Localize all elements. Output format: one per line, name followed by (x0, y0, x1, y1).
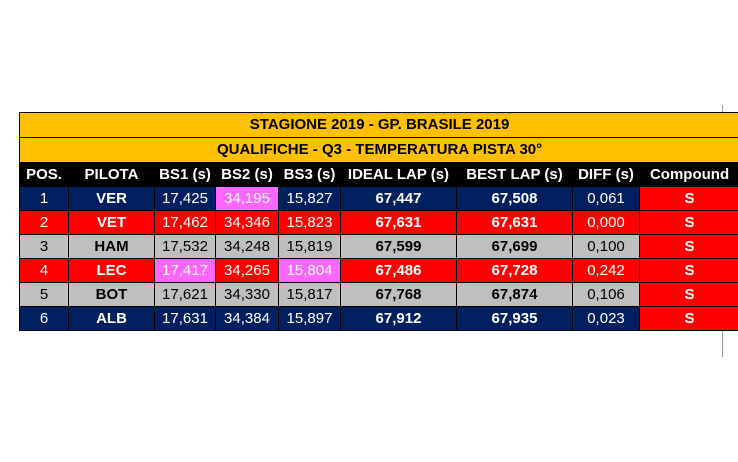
cell-pilot: BOT (68, 282, 155, 307)
table-row: 4 LEC 17,417 34,265 15,804 67,486 67,728… (19, 258, 738, 283)
cell-ideal-lap: 67,768 (340, 282, 457, 307)
cell-diff: 0,000 (572, 210, 640, 235)
cell-bs1: 17,631 (154, 306, 216, 331)
cell-bs3: 15,804 (278, 258, 341, 283)
cell-ideal-lap: 67,447 (340, 186, 457, 211)
cell-pos: 4 (19, 258, 69, 283)
cell-compound: S (638, 282, 738, 307)
table-title: STAGIONE 2019 - GP. BRASILE 2019 (18, 112, 738, 138)
cell-best-lap: 67,935 (456, 306, 573, 331)
cell-pos: 5 (19, 282, 69, 307)
cell-compound: S (638, 186, 738, 211)
cell-compound: S (638, 210, 738, 235)
cell-compound: S (638, 234, 738, 259)
cell-bs2: 34,195 (215, 186, 279, 211)
header-best-lap: BEST LAP (s) (456, 162, 573, 187)
cell-bs1: 17,621 (154, 282, 216, 307)
session-band: QUALIFICHE - Q3 - TEMPERATURA PISTA 30° (18, 137, 738, 163)
cell-best-lap: 67,631 (456, 210, 573, 235)
cell-bs2: 34,346 (215, 210, 279, 235)
cell-bs1: 17,425 (154, 186, 216, 211)
cell-bs3: 15,817 (278, 282, 341, 307)
header-diff: DIFF (s) (572, 162, 640, 187)
header-pos: POS. (19, 162, 69, 187)
header-bs2: BS2 (s) (215, 162, 279, 187)
cell-bs1: 17,417 (154, 258, 216, 283)
header-pilot: PILOTA (68, 162, 155, 187)
cell-bs3: 15,823 (278, 210, 341, 235)
cell-bs2: 34,384 (215, 306, 279, 331)
cell-bs1: 17,532 (154, 234, 216, 259)
header-ideal-lap: IDEAL LAP (s) (340, 162, 457, 187)
cell-pilot: VER (68, 186, 155, 211)
cell-pos: 6 (19, 306, 69, 331)
table-row: 3 HAM 17,532 34,248 15,819 67,599 67,699… (19, 234, 738, 259)
cell-diff: 0,023 (572, 306, 640, 331)
cell-bs2: 34,330 (215, 282, 279, 307)
cell-pilot: VET (68, 210, 155, 235)
cell-pos: 2 (19, 210, 69, 235)
cell-bs2: 34,248 (215, 234, 279, 259)
header-bs1: BS1 (s) (154, 162, 216, 187)
cell-compound: S (638, 258, 738, 283)
cell-bs3: 15,897 (278, 306, 341, 331)
table-subtitle: QUALIFICHE - Q3 - TEMPERATURA PISTA 30° (18, 137, 738, 163)
cell-ideal-lap: 67,599 (340, 234, 457, 259)
cell-pilot: LEC (68, 258, 155, 283)
cell-bs1: 17,462 (154, 210, 216, 235)
cell-bs3: 15,819 (278, 234, 341, 259)
cell-diff: 0,100 (572, 234, 640, 259)
header-row: POS. PILOTA BS1 (s) BS2 (s) BS3 (s) IDEA… (19, 162, 738, 187)
cell-pos: 1 (19, 186, 69, 211)
cell-best-lap: 67,874 (456, 282, 573, 307)
cell-best-lap: 67,728 (456, 258, 573, 283)
cell-pilot: HAM (68, 234, 155, 259)
cell-best-lap: 67,508 (456, 186, 573, 211)
cell-compound: S (638, 306, 738, 331)
cell-best-lap: 67,699 (456, 234, 573, 259)
header-compound: Compound (638, 162, 738, 187)
cell-pilot: ALB (68, 306, 155, 331)
qualifying-table: STAGIONE 2019 - GP. BRASILE 2019 QUALIFI… (18, 112, 738, 331)
cell-ideal-lap: 67,486 (340, 258, 457, 283)
table-row: 1 VER 17,425 34,195 15,827 67,447 67,508… (19, 186, 738, 211)
cell-bs2: 34,265 (215, 258, 279, 283)
header-bs3: BS3 (s) (278, 162, 341, 187)
table-row: 6 ALB 17,631 34,384 15,897 67,912 67,935… (19, 306, 738, 331)
cell-diff: 0,061 (572, 186, 640, 211)
cell-diff: 0,242 (572, 258, 640, 283)
cell-ideal-lap: 67,631 (340, 210, 457, 235)
table-row: 5 BOT 17,621 34,330 15,817 67,768 67,874… (19, 282, 738, 307)
cell-pos: 3 (19, 234, 69, 259)
season-band: STAGIONE 2019 - GP. BRASILE 2019 (18, 112, 738, 138)
table-row: 2 VET 17,462 34,346 15,823 67,631 67,631… (19, 210, 738, 235)
cell-bs3: 15,827 (278, 186, 341, 211)
cell-diff: 0,106 (572, 282, 640, 307)
cell-ideal-lap: 67,912 (340, 306, 457, 331)
